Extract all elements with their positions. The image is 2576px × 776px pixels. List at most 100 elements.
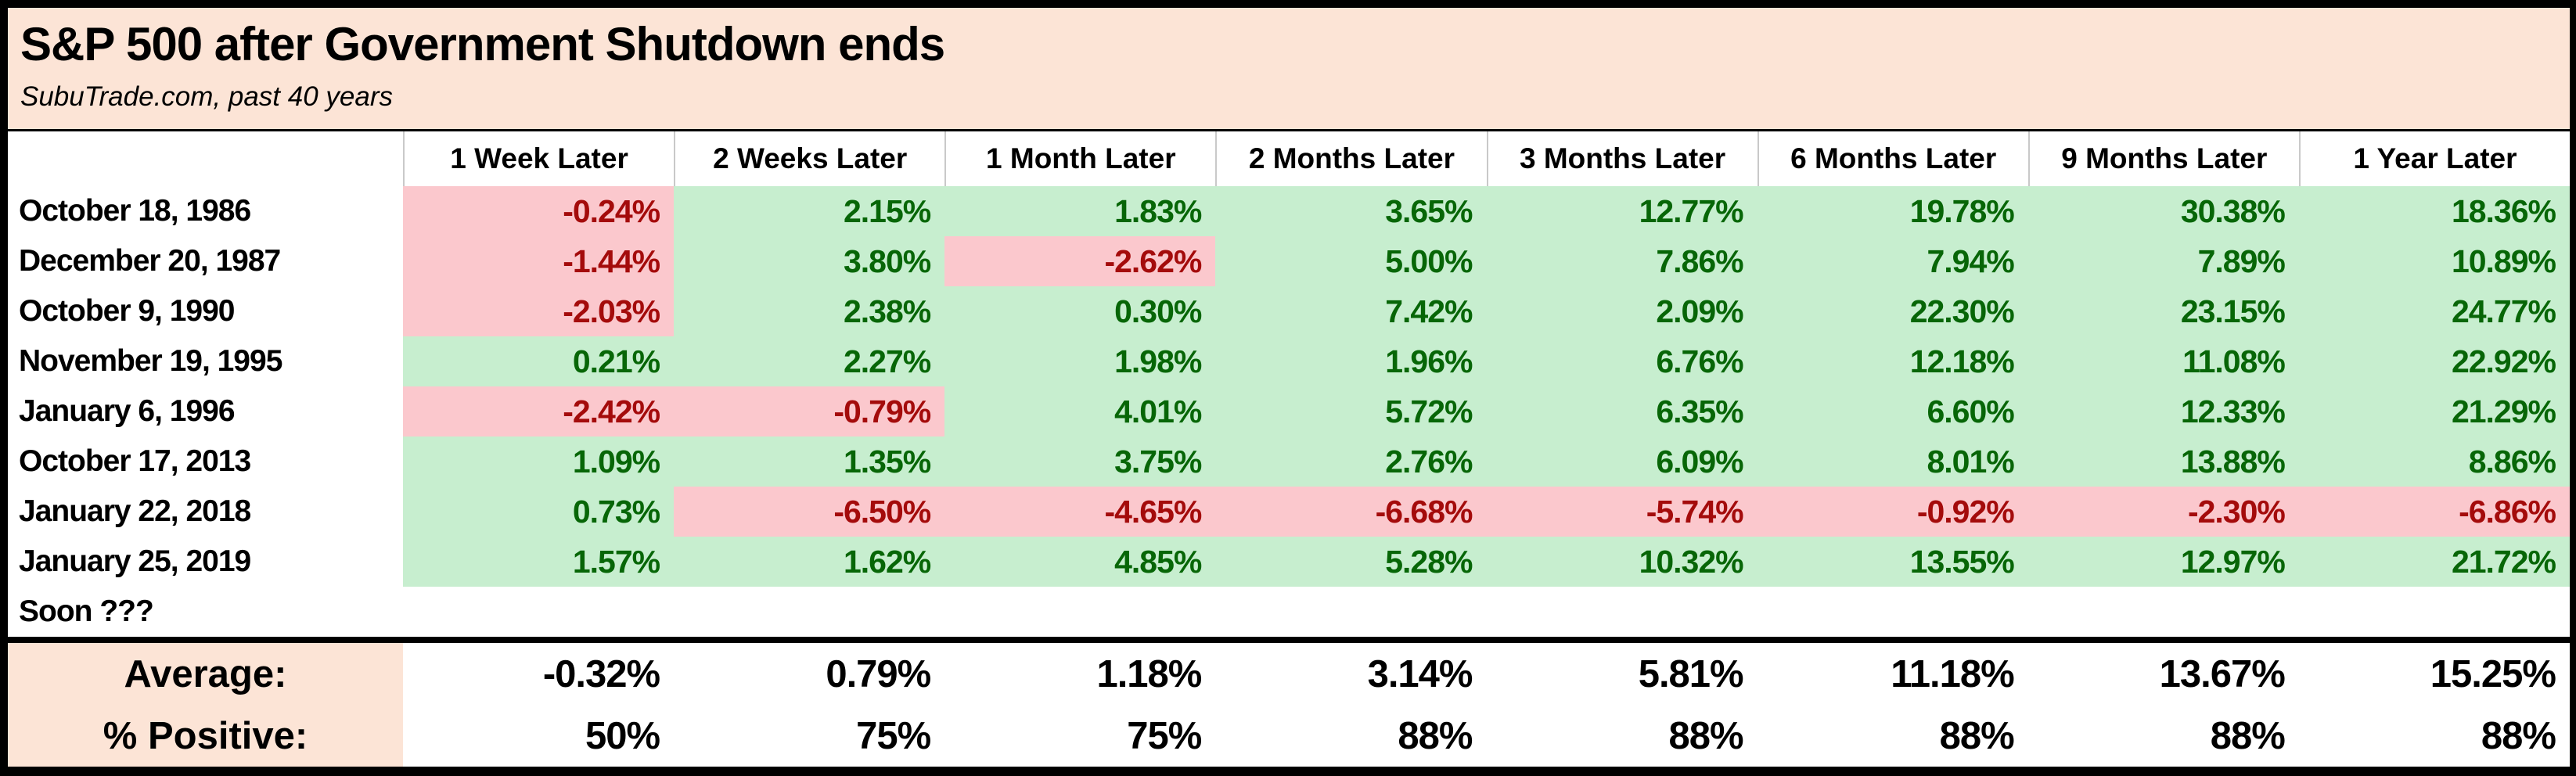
table-cell: -0.24% [403, 186, 675, 236]
table-cell: 21.29% [2298, 386, 2570, 436]
table-cell: 8.86% [2298, 436, 2570, 487]
row-label: October 9, 1990 [8, 286, 403, 336]
table-cell: 12.18% [1757, 336, 2028, 386]
table-cell: 21.72% [2298, 537, 2570, 587]
summary-divider [8, 637, 2570, 643]
table-cell: -0.79% [674, 386, 945, 436]
table-row: October 18, 1986 -0.24% 2.15% 1.83% 3.65… [8, 186, 2570, 236]
table-cell: 1.62% [674, 537, 945, 587]
percent-positive-cell: 88% [1486, 705, 1758, 767]
column-header: 1 Month Later [944, 131, 1215, 186]
column-header: 1 Year Later [2298, 131, 2570, 186]
table-cell [2298, 587, 2570, 637]
column-header: 2 Weeks Later [674, 131, 944, 186]
average-cell: 15.25% [2298, 643, 2570, 705]
column-header: 3 Months Later [1486, 131, 1758, 186]
table-cell [1486, 587, 1758, 637]
table-cell [1215, 587, 1487, 637]
table-cell: 22.30% [1757, 286, 2028, 336]
percent-positive-cell: 75% [674, 705, 945, 767]
percent-positive-cell: 75% [944, 705, 1216, 767]
average-cell: 3.14% [1215, 643, 1487, 705]
table-cell: 7.86% [1486, 236, 1758, 286]
table-cell: 10.32% [1486, 537, 1758, 587]
row-label: January 6, 1996 [8, 386, 403, 436]
table-cell: 2.15% [674, 186, 945, 236]
average-cell: 1.18% [944, 643, 1216, 705]
column-header: 6 Months Later [1757, 131, 2028, 186]
row-label: October 18, 1986 [8, 186, 403, 236]
table-cell: 1.57% [403, 537, 675, 587]
row-label: January 22, 2018 [8, 487, 403, 537]
table-cell: -2.30% [2027, 487, 2299, 537]
table-cell: 11.08% [2027, 336, 2299, 386]
table-cell: 8.01% [1757, 436, 2028, 487]
column-header: 2 Months Later [1215, 131, 1486, 186]
page-subtitle: SubuTrade.com, past 40 years [20, 81, 393, 112]
percent-positive-cell: 88% [2298, 705, 2570, 767]
table-cell: 13.88% [2027, 436, 2299, 487]
table-cell: 0.30% [944, 286, 1216, 336]
table-cell: -6.50% [674, 487, 945, 537]
table-cell: 5.72% [1215, 386, 1487, 436]
percent-positive-cell: 50% [403, 705, 675, 767]
table-cell [944, 587, 1216, 637]
row-label: November 19, 1995 [8, 336, 403, 386]
header-corner-cell [8, 131, 403, 186]
table-cell: 2.38% [674, 286, 945, 336]
table-cell: 2.76% [1215, 436, 1487, 487]
average-row: Average: -0.32% 0.79% 1.18% 3.14% 5.81% … [8, 643, 2570, 705]
table-cell: 5.28% [1215, 537, 1487, 587]
table-cell: 1.83% [944, 186, 1216, 236]
table-row-soon: Soon ??? [8, 587, 2570, 637]
percent-positive-row: % Positive: 50% 75% 75% 88% 88% 88% 88% … [8, 705, 2570, 767]
table-cell: 7.94% [1757, 236, 2028, 286]
table-cell: -2.62% [944, 236, 1216, 286]
table-row: January 6, 1996 -2.42% -0.79% 4.01% 5.72… [8, 386, 2570, 436]
table-cell: -0.92% [1757, 487, 2028, 537]
table-cell: 7.42% [1215, 286, 1487, 336]
table-cell: 6.60% [1757, 386, 2028, 436]
table-cell: 22.92% [2298, 336, 2570, 386]
row-label: Soon ??? [8, 587, 403, 637]
column-header: 9 Months Later [2027, 131, 2299, 186]
title-block: S&P 500 after Government Shutdown ends S… [8, 8, 2570, 131]
row-label: December 20, 1987 [8, 236, 403, 286]
table-row: November 19, 1995 0.21% 2.27% 1.98% 1.96… [8, 336, 2570, 386]
table-cell: 3.80% [674, 236, 945, 286]
table-cell: 24.77% [2298, 286, 2570, 336]
table-cell: 10.89% [2298, 236, 2570, 286]
table-header-row: 1 Week Later 2 Weeks Later 1 Month Later… [8, 131, 2570, 186]
page-title: S&P 500 after Government Shutdown ends [20, 18, 945, 70]
table-cell: -4.65% [944, 487, 1216, 537]
table-cell: 18.36% [2298, 186, 2570, 236]
percent-positive-cell: 88% [1757, 705, 2028, 767]
table-cell: 23.15% [2027, 286, 2299, 336]
table-cell: 1.09% [403, 436, 675, 487]
table-cell: 30.38% [2027, 186, 2299, 236]
row-label: October 17, 2013 [8, 436, 403, 487]
table-cell [2027, 587, 2299, 637]
table-cell: -2.03% [403, 286, 675, 336]
percent-positive-cell: 88% [1215, 705, 1487, 767]
table-cell: 1.35% [674, 436, 945, 487]
table-cell: 6.76% [1486, 336, 1758, 386]
table-cell: -2.42% [403, 386, 675, 436]
table-cell: -1.44% [403, 236, 675, 286]
table-cell: 1.98% [944, 336, 1216, 386]
table-row: January 25, 2019 1.57% 1.62% 4.85% 5.28%… [8, 537, 2570, 587]
table-row: January 22, 2018 0.73% -6.50% -4.65% -6.… [8, 487, 2570, 537]
table-cell: 12.33% [2027, 386, 2299, 436]
table-row: October 17, 2013 1.09% 1.35% 3.75% 2.76%… [8, 436, 2570, 487]
table-row: December 20, 1987 -1.44% 3.80% -2.62% 5.… [8, 236, 2570, 286]
table-cell: -6.86% [2298, 487, 2570, 537]
table-cell: 1.96% [1215, 336, 1487, 386]
average-cell: -0.32% [403, 643, 675, 705]
average-cell: 5.81% [1486, 643, 1758, 705]
table-cell: 13.55% [1757, 537, 2028, 587]
table-cell: 6.09% [1486, 436, 1758, 487]
average-cell: 13.67% [2027, 643, 2299, 705]
table-cell [1757, 587, 2028, 637]
table-cell: 4.01% [944, 386, 1216, 436]
